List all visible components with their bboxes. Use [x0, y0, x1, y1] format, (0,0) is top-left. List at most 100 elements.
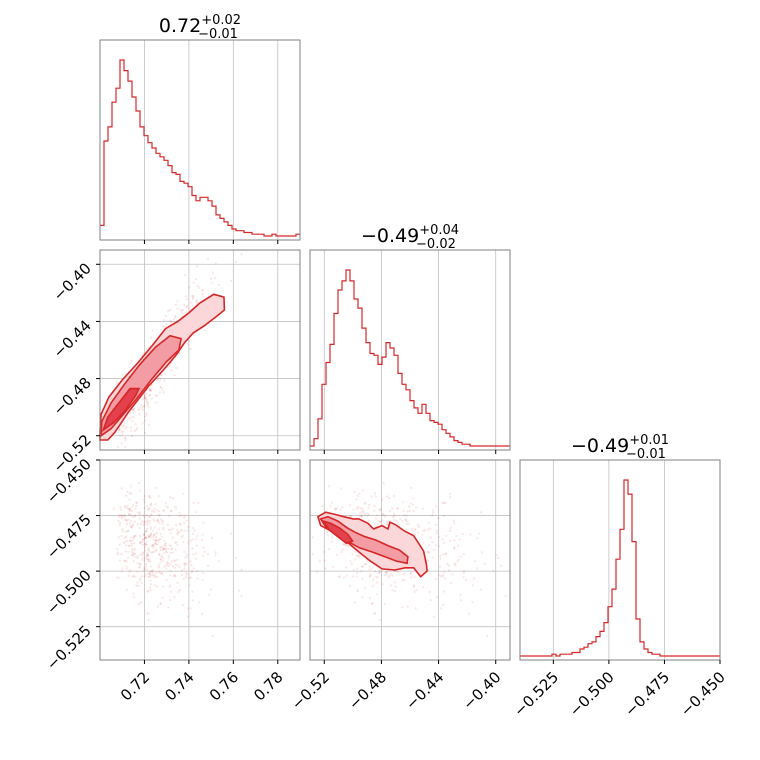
scatter-point-124	[355, 575, 358, 578]
scatter-point-437	[128, 544, 131, 548]
scatter-point-282	[169, 308, 172, 311]
scatter-point-133	[143, 533, 146, 536]
x-tick-label: −0.525	[510, 668, 562, 720]
scatter-point-96	[458, 538, 461, 541]
scatter-point-243	[132, 416, 135, 419]
scatter-point-445	[356, 507, 359, 510]
scatter-point-191	[359, 511, 362, 514]
scatter-point-300	[327, 534, 330, 537]
scatter-point-468	[124, 540, 127, 543]
scatter-point-376	[194, 278, 197, 281]
scatter-point-249	[441, 553, 444, 556]
title-param1-plus: +0.04	[419, 223, 459, 238]
scatter-point-128	[182, 308, 185, 311]
scatter-point-3	[148, 394, 151, 397]
scatter-point-308	[164, 542, 167, 546]
scatter-point-174	[154, 542, 157, 545]
scatter-point-135	[146, 554, 149, 557]
scatter-point-107	[189, 347, 192, 350]
scatter-point-322	[148, 535, 151, 539]
scatter-point-36	[457, 544, 460, 547]
scatter-point-140	[144, 537, 147, 540]
scatter-point-99	[117, 515, 121, 518]
scatter-point-156	[180, 569, 183, 572]
scatter-point-415	[330, 501, 333, 504]
scatter-point-425	[361, 577, 364, 580]
scatter-point-375	[165, 567, 168, 570]
scatter-point-94	[139, 601, 143, 604]
scatter-point-63	[191, 296, 195, 299]
scatter-point-154	[447, 569, 450, 572]
scatter-point-183	[372, 578, 375, 582]
scatter-point-447	[331, 536, 334, 539]
scatter-point-153	[166, 562, 170, 565]
scatter-point-515	[134, 555, 137, 558]
scatter-point-93	[192, 553, 195, 556]
scatter-point-407	[174, 316, 177, 319]
scatter-point-89	[138, 412, 141, 415]
scatter-point-248	[138, 526, 141, 530]
scatter-point-395	[148, 516, 151, 519]
scatter-point-171	[145, 553, 148, 557]
scatter-point-508	[148, 571, 151, 574]
scatter-point-510	[363, 502, 366, 506]
scatter-point-91	[153, 519, 156, 522]
scatter-point-165	[406, 520, 409, 523]
scatter-point-406	[176, 307, 179, 310]
scatter-point-81	[121, 567, 124, 570]
scatter-point-440	[374, 525, 377, 528]
scatter-point-8	[127, 416, 130, 419]
scatter-point-33	[169, 528, 172, 532]
scatter-point-402	[438, 544, 441, 548]
scatter-point-265	[159, 558, 162, 561]
title-param0: 0.72+0.02 −0.01	[159, 13, 241, 42]
scatter-point-284	[379, 520, 382, 523]
scatter-point-216	[150, 570, 153, 573]
scatter-point-334	[155, 539, 158, 543]
scatter-point-161	[368, 596, 372, 600]
scatter-point-428	[144, 536, 147, 539]
scatter-point-228	[143, 404, 146, 408]
scatter-point-69	[145, 514, 148, 517]
panel-11-frame	[309, 249, 511, 451]
contour-inner	[321, 519, 354, 545]
scatter-point-380	[147, 553, 150, 557]
scatter-point-339	[145, 557, 148, 561]
scatter-point-73	[368, 575, 371, 578]
scatter-point-321	[192, 281, 195, 284]
scatter-point-433	[347, 544, 350, 548]
scatter-point-457	[211, 271, 214, 274]
scatter-point-227	[137, 408, 140, 411]
scatter-point-290	[128, 492, 131, 495]
scatter-point-253	[149, 527, 153, 531]
scatter-point-224	[150, 397, 154, 400]
scatter-point-341	[459, 555, 462, 558]
scatter-point-423	[150, 536, 153, 539]
scatter-point-204	[145, 530, 148, 533]
scatter-point-49	[201, 533, 204, 536]
scatter-point-44	[175, 507, 178, 510]
scatter-point-152	[151, 544, 154, 547]
scatter-point-192	[148, 503, 152, 507]
scatter-point-328	[147, 618, 150, 621]
scatter-point-260	[414, 528, 417, 531]
scatter-point-316	[124, 559, 127, 563]
scatter-point-286	[135, 501, 138, 504]
scatter-point-264	[444, 552, 447, 555]
scatter-point-372	[449, 526, 453, 530]
scatter-point-374	[421, 533, 424, 536]
scatter-point-147	[369, 574, 372, 577]
scatter-point-271	[363, 513, 367, 516]
scatter-point-137	[147, 405, 150, 408]
scatter-point-137	[352, 508, 355, 511]
scatter-point-281	[129, 524, 132, 527]
scatter-point-348	[162, 526, 165, 529]
scatter-point-92	[192, 295, 195, 298]
scatter-point-257	[143, 498, 146, 501]
scatter-point-492	[133, 407, 136, 410]
scatter-point-240	[431, 541, 434, 544]
scatter-point-123	[146, 401, 149, 404]
scatter-point-480	[165, 322, 168, 325]
scatter-point-331	[148, 394, 151, 397]
scatter-point-129	[161, 547, 165, 550]
